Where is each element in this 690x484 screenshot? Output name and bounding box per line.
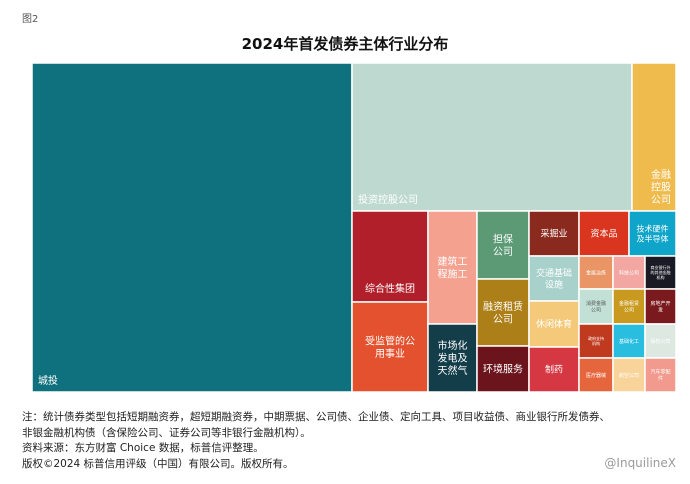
source-line: 资料来源：东方财富 Choice 数据，标普信评整理。 [22, 442, 264, 454]
treemap-tile [528, 346, 580, 393]
treemap-tile [31, 62, 353, 393]
note-line-2: 非银金融机构债（含保险公司、证券公司等非银行金融机构）。 [22, 426, 311, 439]
tile-label: 交通基础设施 [536, 267, 572, 290]
figure-label: 图2 [22, 14, 39, 25]
tile-label: 城投 [38, 374, 58, 387]
tile-label: 科技公司 [619, 269, 639, 276]
tile-label: 采掘业 [540, 228, 567, 240]
notes: 注：统计债券类型包括短期融资券，超短期融资券，中期票据、公司债、企业债、定向工具… [22, 410, 682, 472]
tile-label: 制药 [545, 364, 563, 376]
tile-label: 环境服务 [483, 363, 523, 376]
tile-label: 资本品 [590, 228, 617, 240]
tile-label: 金融租赁公司 [619, 300, 639, 313]
treemap-tile [351, 62, 633, 212]
treemap-tile [644, 288, 677, 325]
tile-label: 综合性集团 [365, 282, 415, 295]
tile-label: 受监管的公用事业 [365, 334, 415, 360]
tile-label: 金融控股公司 [651, 168, 671, 206]
tile-label: 市场化发电及天然气 [438, 339, 468, 377]
tile-label: 房地产开发 [650, 300, 670, 313]
tile-label: 商业银行外的其他金融机构 [651, 264, 671, 280]
treemap-tile [612, 357, 646, 393]
tile-label: 金属冶炼 [586, 269, 606, 276]
tile-label: 航空公司 [619, 372, 639, 379]
tile-label: 医疗器械 [586, 372, 606, 379]
watermark: @InquilineX [604, 456, 676, 470]
tile-label: 保险公司 [650, 338, 670, 345]
treemap-tile [631, 62, 677, 212]
treemap-tile [628, 210, 677, 257]
copyright-line: 版权©2024 标普信用评级（中国）有限公司。版权所有。 [22, 457, 294, 470]
treemap-tile [612, 255, 646, 290]
tile-label: 融资租赁公司 [483, 300, 523, 326]
treemap-tile [351, 301, 429, 393]
tile-label: 投资控股公司 [358, 193, 418, 206]
treemap-tile [528, 300, 580, 348]
treemap-tile [644, 357, 677, 393]
treemap-tile [612, 288, 646, 325]
treemap-tile [644, 255, 677, 290]
tile-label: 基础化工 [619, 338, 639, 345]
note-line-1: 注：统计债券类型包括短期融资券，超短期融资券，中期票据、公司债、企业债、定向工具… [22, 411, 610, 423]
treemap-tile [578, 357, 614, 393]
tile-label: 消费金融公司 [586, 300, 606, 313]
tile-label: 政府支持机构 [588, 335, 604, 346]
tile-label: 技术硬件及半导体 [637, 223, 669, 243]
tile-label: 休闲体育 [536, 318, 572, 330]
treemap-tile [528, 210, 580, 257]
tile-label: 汽车零配件 [650, 369, 670, 382]
tile-label: 担保公司 [493, 232, 513, 258]
treemap-tile [427, 210, 478, 325]
tile-label: 建筑工程施工 [438, 255, 468, 281]
treemap-tile [476, 278, 530, 347]
chart-title: 2024年首发债券主体行业分布 [241, 35, 449, 53]
treemap-tile [528, 255, 580, 302]
